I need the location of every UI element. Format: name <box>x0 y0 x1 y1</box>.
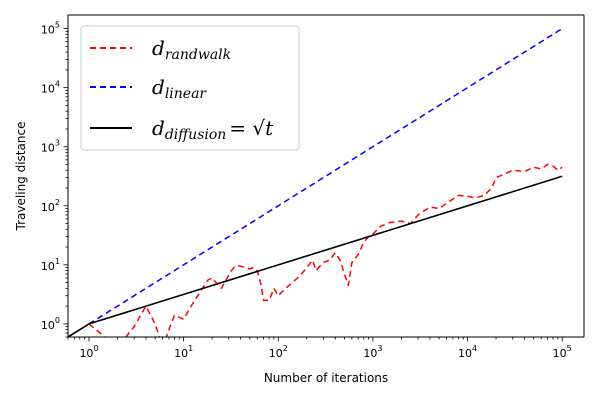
series-line-1 <box>88 27 563 325</box>
y-tick-label-5: 105 <box>41 21 60 37</box>
x-axis-label: Number of iterations <box>264 371 388 385</box>
plot-lines <box>68 27 563 337</box>
x-tick-label-0: 100 <box>79 344 98 360</box>
series-line-0 <box>88 163 563 337</box>
x-tick-label-3: 103 <box>363 344 382 360</box>
x-tick-label-2: 102 <box>269 344 288 360</box>
y-axis-label: Traveling distance <box>14 122 28 232</box>
x-tick-label-1: 101 <box>174 344 193 360</box>
legend-label-linear: dlinear <box>152 75 207 102</box>
y-tick-label-1: 101 <box>41 257 60 273</box>
y-tick-label-0: 100 <box>41 316 60 332</box>
legend-label-randwalk: drandwalk <box>152 36 231 63</box>
legend-label-diffusion: ddiffusion = √t <box>152 116 274 143</box>
legend: drandwalk dlinear ddiffusion = √t <box>80 25 300 151</box>
axes-frame <box>67 14 585 338</box>
x-tick-label-4: 104 <box>458 344 477 360</box>
y-tick-label-4: 104 <box>41 80 60 96</box>
y-axis-ticks: 100 101 102 103 104 105 <box>41 21 68 338</box>
y-tick-label-2: 102 <box>41 198 60 214</box>
x-axis-ticks: 100 101 102 103 104 105 <box>67 337 572 360</box>
y-tick-label-3: 103 <box>41 139 60 155</box>
series-line-2 <box>68 175 563 337</box>
x-tick-label-5: 105 <box>553 344 572 360</box>
legend-box <box>80 25 300 151</box>
